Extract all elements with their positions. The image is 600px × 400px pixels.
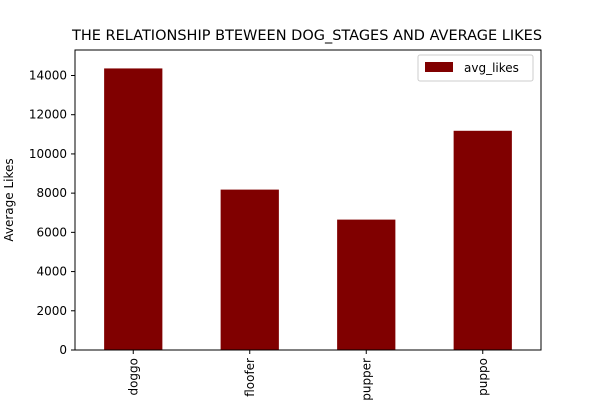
y-axis-ticks: 0 2000 4000 6000 8000 10000 12000 14000: [29, 68, 75, 357]
axes-frame: [74, 49, 542, 351]
chart-title: THE RELATIONSHIP BTEWEEN DOG_STAGES AND …: [71, 28, 542, 44]
y-tick-label: 14000: [29, 68, 67, 82]
plot-area: 0 2000 4000 6000 8000 10000 12000 14000 doggo fl…: [29, 49, 542, 400]
y-tick-label: 8000: [36, 186, 67, 200]
legend-swatch: [425, 62, 453, 72]
y-tick-label: 6000: [36, 225, 67, 239]
bars-group: [104, 68, 512, 351]
bar-puppo: [453, 130, 512, 350]
legend: avg_likes: [417, 54, 534, 82]
bar-floofer: [220, 189, 279, 350]
y-tick-label: 0: [59, 343, 67, 357]
legend-label: avg_likes: [464, 61, 519, 75]
y-axis-label: Average Likes: [2, 158, 16, 241]
x-tick-label-puppo: puppo: [476, 358, 490, 396]
x-axis-ticks: doggo floofer pupper puppo: [126, 350, 490, 400]
x-tick-label-floofer: floofer: [243, 358, 257, 397]
y-tick-label: 4000: [36, 265, 67, 279]
x-tick-label-pupper: pupper: [359, 358, 373, 400]
legend-box: [417, 54, 534, 82]
y-tick-label: 2000: [36, 304, 67, 318]
bar-pupper: [337, 219, 396, 350]
x-tick-label-doggo: doggo: [126, 358, 140, 396]
bar-doggo: [104, 68, 163, 351]
y-tick-label: 12000: [29, 108, 67, 122]
y-tick-label: 10000: [29, 147, 67, 161]
